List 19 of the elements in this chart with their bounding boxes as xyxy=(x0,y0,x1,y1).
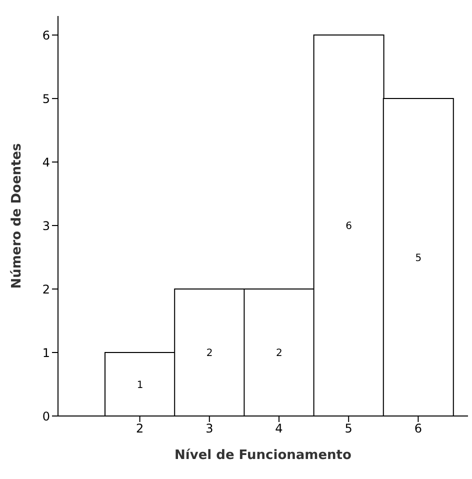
x-tick-label: 4 xyxy=(275,422,283,436)
x-tick-label: 6 xyxy=(414,422,422,436)
x-tick-label: 5 xyxy=(344,422,352,436)
y-tick-label: 6 xyxy=(42,28,50,42)
data-label: 6 xyxy=(346,221,352,232)
data-label: 1 xyxy=(136,380,144,391)
y-tick-label: 4 xyxy=(42,155,50,170)
data-label: 2 xyxy=(206,348,213,360)
y-tick-label: 1 xyxy=(42,346,50,360)
data-label: 5 xyxy=(415,252,422,264)
y-tick-label: 3 xyxy=(42,218,50,233)
y-tick-label: 0 xyxy=(42,409,50,424)
x-axis-title: Nível de Funcionamento xyxy=(174,448,352,463)
data-label: 2 xyxy=(276,348,282,360)
y-axis-title: Número de Doentes xyxy=(10,142,25,289)
y-tick-label: 5 xyxy=(42,92,50,106)
x-tick-label: 2 xyxy=(136,422,144,436)
y-tick-label: 2 xyxy=(42,282,50,296)
x-tick-label: 3 xyxy=(206,422,214,436)
